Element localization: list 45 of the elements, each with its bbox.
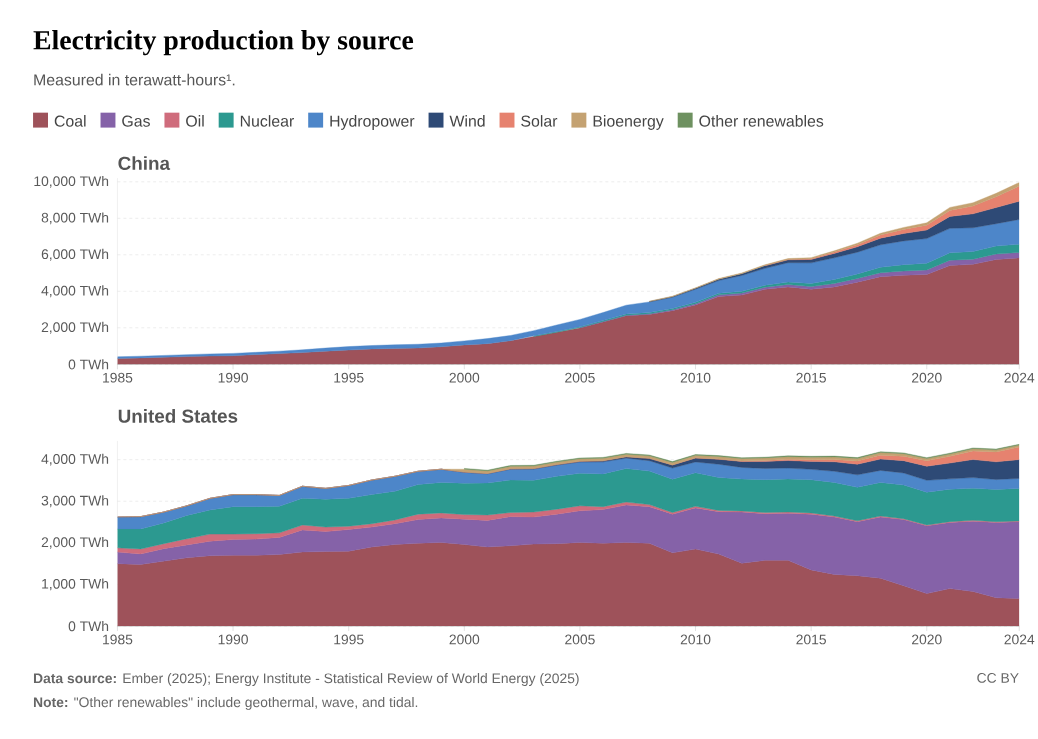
x-tick-label: 1990 [218, 634, 248, 645]
legend-label: Wind [449, 115, 485, 127]
text: China [118, 156, 171, 171]
x-tick-label: 2015 [796, 372, 826, 383]
legend-label: Nuclear [240, 115, 294, 127]
x-tick-label: 2000 [449, 372, 480, 383]
legend-label: Coal [54, 115, 86, 127]
legend-label: Oil [186, 115, 204, 127]
y-tick-label: 4,000 TWh [41, 453, 109, 466]
x-tick-label: 2010 [680, 634, 711, 645]
y-tick-label: 10,000 TWh [34, 176, 109, 188]
y-tick-label: 0 TWh [68, 359, 109, 370]
y-tick-label: 6,000 TWh [41, 249, 109, 261]
x-tick-label: 2024 [1004, 634, 1035, 645]
chart-title: Electricity production by source [33, 30, 414, 56]
text: Data source: Ember (2025); Energy Institute - Statistical Review of World Energy (2025) [33, 673, 579, 687]
legend-label: Solar [521, 115, 558, 127]
x-tick-label: 1985 [103, 634, 133, 645]
x-tick-label: 1990 [218, 372, 248, 383]
legend-label: Bioenergy [593, 115, 664, 131]
chart-subtitle: Measured in terawatt-hours¹. [34, 74, 235, 86]
legend-label: Gas [122, 115, 150, 127]
legend-label: Hydropower [330, 115, 415, 131]
y-tick-label: 4,000 TWh [41, 285, 109, 298]
y-tick-label: 0 TWh [68, 621, 109, 632]
x-tick-label: 1995 [334, 634, 364, 645]
x-tick-label: 2010 [680, 372, 711, 383]
text: CC BY [977, 673, 1019, 684]
y-tick-label: 2,000 TWh [41, 322, 109, 334]
x-tick-label: 2020 [912, 372, 942, 383]
x-tick-label: 2005 [565, 634, 595, 645]
x-tick-label: 1985 [103, 372, 133, 383]
chart-title: United States [118, 409, 238, 424]
y-tick-label: 3,000 TWh [41, 495, 109, 508]
y-tick-label: 1,000 TWh [42, 578, 109, 591]
x-tick-label: 2005 [565, 372, 595, 383]
y-tick-label: 2,000 TWh [41, 537, 109, 549]
x-tick-label: 2000 [449, 634, 480, 645]
x-tick-label: 2015 [796, 634, 826, 645]
y-tick-label: 8,000 TWh [41, 212, 109, 225]
text: Note: "Other renewables" include geothermal, wave, and tidal. [33, 697, 418, 711]
x-tick-label: 2020 [912, 634, 942, 645]
x-tick-label: 2024 [1004, 372, 1035, 383]
x-tick-label: 1995 [334, 372, 364, 383]
legend-label: Other renewables [699, 115, 824, 127]
